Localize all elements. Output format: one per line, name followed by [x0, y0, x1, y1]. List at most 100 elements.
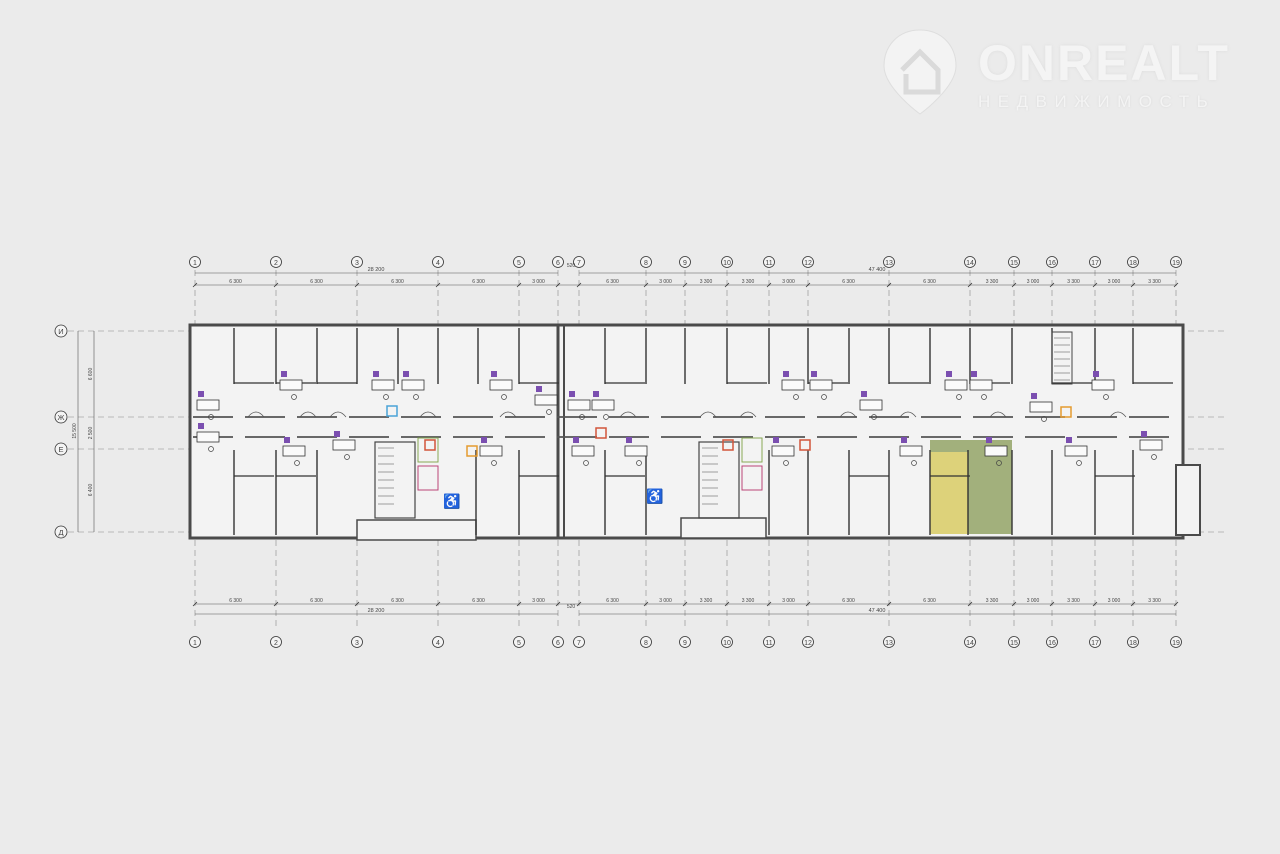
- axis-label-9: 9: [683, 260, 687, 267]
- bathtub-icon: [371, 379, 395, 391]
- axis-label-8: 8: [644, 640, 648, 647]
- axis-label-18: 18: [1129, 640, 1137, 647]
- bathtub-icon: [809, 379, 833, 391]
- dimension-tick: [643, 601, 649, 607]
- axis-bubble: [513, 636, 525, 648]
- axis-bubble: [1008, 636, 1020, 648]
- axis-bubble: [573, 256, 585, 268]
- dimension-tick: [1092, 601, 1098, 607]
- dimension-tick: [516, 282, 522, 288]
- axis-label-17: 17: [1091, 640, 1099, 647]
- ventilation-shaft-icon: [1066, 437, 1072, 443]
- toilet-icon: [603, 414, 609, 420]
- dimension-tick: [435, 282, 441, 288]
- door-swing: [989, 411, 1007, 418]
- axis-label-15: 15: [1010, 640, 1018, 647]
- toilet-icon: [996, 460, 1002, 466]
- utility-riser-icon: [722, 439, 734, 451]
- dimension-tick: [967, 282, 973, 288]
- toilet-icon: [956, 394, 962, 400]
- dimension-tick: [766, 601, 772, 607]
- bathtub-icon: [984, 445, 1008, 457]
- dimension-tick: [1049, 282, 1055, 288]
- highlight-room-kitchen: [930, 452, 968, 534]
- axis-bubble: [763, 256, 775, 268]
- axis-bubble: [679, 636, 691, 648]
- axis-bubble: [54, 442, 68, 456]
- ventilation-shaft-icon: [334, 431, 340, 437]
- door-swing: [1109, 411, 1127, 418]
- dimension-total-text: 15 500: [72, 423, 78, 439]
- axis-label-10: 10: [723, 260, 731, 267]
- toilet-icon: [579, 414, 585, 420]
- dimension-text: 3 000: [782, 598, 795, 604]
- door-swing: [739, 411, 757, 418]
- toilet-icon: [546, 409, 552, 415]
- toilet-icon: [783, 460, 789, 466]
- door-swing: [619, 411, 637, 418]
- toilet-icon: [491, 460, 497, 466]
- axis-bubble: [964, 256, 976, 268]
- dimension-text: 3 000: [532, 279, 545, 285]
- ventilation-shaft-icon: [373, 371, 379, 377]
- entrance-vestibule: [680, 517, 767, 539]
- bathtub-icon: [1139, 439, 1163, 451]
- axis-bubble: [1046, 636, 1058, 648]
- utility-riser-icon: [1060, 406, 1072, 418]
- dimension-tick: [516, 601, 522, 607]
- axis-label-6: 6: [556, 260, 560, 267]
- dimension-text: 3 000: [1108, 279, 1121, 285]
- watermark-subtitle: НЕДВИЖИМОСТЬ: [978, 92, 1216, 111]
- ventilation-shaft-icon: [971, 371, 977, 377]
- axis-bubble: [573, 636, 585, 648]
- dimension-tick: [1049, 601, 1055, 607]
- bathtub-icon: [282, 445, 306, 457]
- axis-label-3: 3: [355, 640, 359, 647]
- dimension-text: 3 300: [1067, 598, 1080, 604]
- watermark-brand: ONREALT: [978, 35, 1230, 91]
- door-swing: [899, 411, 917, 418]
- bathtub-icon: [969, 379, 993, 391]
- dimension-tick: [886, 282, 892, 288]
- axis-bubble: [1008, 256, 1020, 268]
- elevator: [417, 465, 439, 491]
- ventilation-shaft-icon: [573, 437, 579, 443]
- toilet-icon: [981, 394, 987, 400]
- entrance-vestibule: [356, 519, 477, 541]
- dimension-text: 3 000: [1108, 598, 1121, 604]
- ventilation-shaft-icon: [491, 371, 497, 377]
- axis-label-16: 16: [1048, 640, 1056, 647]
- bathtub-icon: [771, 445, 795, 457]
- bathtub-icon: [196, 399, 220, 411]
- axis-bubble: [351, 636, 363, 648]
- axis-bubble: [802, 256, 814, 268]
- bathtub-icon: [1091, 379, 1115, 391]
- dimension-text: 3 300: [986, 598, 999, 604]
- dimension-tick: [724, 601, 730, 607]
- axis-label-7: 7: [577, 640, 581, 647]
- toilet-icon: [583, 460, 589, 466]
- ventilation-shaft-icon: [593, 391, 599, 397]
- dimension-text: 6 300: [842, 598, 855, 604]
- dimension-text: 6 300: [391, 598, 404, 604]
- dimension-tick: [766, 282, 772, 288]
- dimension-tick: [682, 601, 688, 607]
- axis-bubble: [1089, 256, 1101, 268]
- dimension-tick: [555, 601, 561, 607]
- ventilation-shaft-icon: [1093, 371, 1099, 377]
- axis-label-5: 5: [517, 640, 521, 647]
- ventilation-shaft-icon: [783, 371, 789, 377]
- dimension-text: 3 000: [532, 598, 545, 604]
- axis-label-11: 11: [765, 260, 772, 267]
- ventilation-shaft-icon: [986, 437, 992, 443]
- dimension-tick: [435, 601, 441, 607]
- axis-label-18: 18: [1129, 260, 1137, 267]
- dimension-text: 6 300: [923, 598, 936, 604]
- toilet-icon: [344, 454, 350, 460]
- toilet-icon: [413, 394, 419, 400]
- building: [188, 323, 1201, 541]
- axis-label-10: 10: [723, 640, 731, 647]
- axis-label-13: 13: [885, 640, 893, 647]
- dimension-text: 3 300: [700, 598, 713, 604]
- dimension-tick: [682, 282, 688, 288]
